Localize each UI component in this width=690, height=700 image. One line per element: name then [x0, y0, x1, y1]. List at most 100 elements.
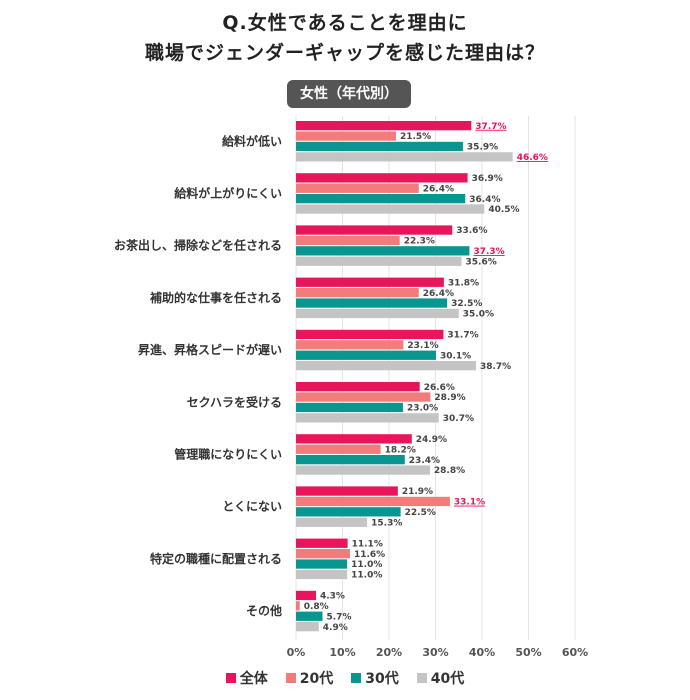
bar: [296, 496, 450, 507]
legend-swatch-30s: [351, 673, 362, 683]
category-label: 管理職になりにくい: [174, 446, 282, 461]
data-label: 30.1%: [440, 351, 471, 361]
data-label: 28.9%: [434, 393, 465, 403]
bar: [296, 288, 419, 298]
bar: [296, 465, 430, 475]
bar: [296, 329, 444, 340]
data-label: 37.3%: [473, 247, 504, 257]
bar: [296, 277, 444, 287]
bar: [296, 517, 368, 527]
data-label: 38.7%: [480, 362, 511, 372]
bar: [296, 444, 381, 454]
data-label: 0.8%: [304, 602, 329, 612]
x-tick-label: 10%: [329, 646, 355, 659]
legend-label-20s: 20代: [299, 671, 334, 687]
data-label: 15.3%: [371, 518, 402, 528]
x-tick-label: 30%: [422, 646, 448, 659]
data-label: 24.9%: [416, 435, 447, 445]
bar: [296, 622, 319, 632]
data-label: 26.6%: [424, 383, 455, 393]
bar: [296, 225, 453, 235]
bar: [296, 559, 348, 569]
bar: [296, 507, 401, 517]
data-label: 23.1%: [407, 341, 438, 351]
data-label: 35.0%: [463, 310, 494, 320]
data-label: 23.0%: [407, 404, 438, 414]
legend-item-all: 全体: [225, 668, 268, 688]
legend-item-20s: 20代: [285, 668, 334, 688]
x-tick-label: 20%: [376, 646, 402, 659]
legend-swatch-all: [225, 673, 236, 683]
category-label: セクハラを受ける: [187, 394, 282, 409]
data-label: 11.0%: [351, 571, 382, 581]
bar: [296, 152, 513, 162]
legend-label-all: 全体: [239, 671, 268, 687]
data-label: 32.5%: [451, 299, 482, 309]
bar: [296, 601, 300, 611]
data-label: 5.7%: [327, 612, 352, 622]
bar: [296, 204, 485, 214]
data-label: 33.1%: [454, 498, 485, 508]
data-label: 30.7%: [443, 414, 474, 424]
subtitle-badge: 女性（年代別）: [287, 80, 411, 108]
bar: [296, 455, 405, 465]
bar: [296, 434, 412, 444]
data-label: 22.3%: [404, 237, 435, 247]
data-label: 22.5%: [405, 508, 436, 518]
bar: [296, 361, 476, 371]
x-tick-label: 50%: [515, 646, 541, 659]
x-tick-label: 0%: [287, 646, 306, 659]
chart-title-line1: Q.女性であることを理由に: [222, 12, 468, 34]
bar: [296, 382, 420, 392]
data-label: 40.5%: [488, 205, 519, 215]
data-label: 26.4%: [423, 289, 454, 299]
data-label: 26.4%: [423, 184, 454, 194]
chart-title-line2: 職場でジェンダーギャップを感じた理由は？: [144, 42, 545, 64]
data-label: 21.9%: [402, 487, 433, 497]
bar: [296, 141, 463, 152]
bar: [296, 538, 348, 548]
bar: [296, 590, 316, 601]
data-label: 33.6%: [456, 226, 487, 236]
data-label: 23.4%: [409, 456, 440, 466]
data-label: 31.8%: [448, 278, 479, 288]
category-label: 給料が上がりにくい: [174, 185, 282, 200]
legend-swatch-40s: [416, 673, 427, 683]
data-label: 46.6%: [517, 153, 548, 163]
bar: [296, 173, 468, 183]
data-label: 37.7%: [475, 122, 506, 132]
legend-item-30s: 30代: [351, 668, 399, 688]
bar: [296, 350, 436, 360]
bar: [296, 413, 439, 423]
category-label: 特定の職種に配置される: [150, 551, 282, 566]
bar: [296, 235, 400, 246]
bar: [296, 392, 431, 402]
category-label: 給料が低い: [222, 133, 282, 148]
bar: [296, 298, 448, 308]
bar: [296, 131, 396, 141]
legend-label-40s: 40代: [430, 671, 465, 687]
category-label: 補助的な仕事を任される: [149, 290, 282, 305]
bar: [296, 121, 472, 131]
bar: [296, 549, 350, 559]
data-label: 35.6%: [466, 257, 497, 267]
data-label: 18.2%: [385, 445, 416, 455]
data-label: 36.4%: [469, 195, 500, 205]
category-label: お茶出し、掃除などを任される: [114, 238, 282, 253]
data-label: 35.9%: [467, 143, 498, 153]
data-label: 11.1%: [352, 539, 383, 549]
legend: 全体 20代 30代 40代: [0, 668, 690, 688]
x-tick-label: 60%: [562, 646, 588, 659]
category-label: とくにない: [222, 500, 282, 514]
data-label: 28.8%: [434, 466, 465, 476]
bar: [296, 340, 404, 350]
bar: [296, 486, 398, 496]
data-label: 31.7%: [447, 331, 478, 341]
data-label: 36.9%: [472, 174, 503, 184]
legend-label-30s: 30代: [365, 671, 399, 687]
bar: [296, 194, 466, 204]
data-label: 4.9%: [323, 623, 348, 633]
bar: [296, 611, 323, 621]
x-tick-label: 40%: [469, 646, 495, 659]
